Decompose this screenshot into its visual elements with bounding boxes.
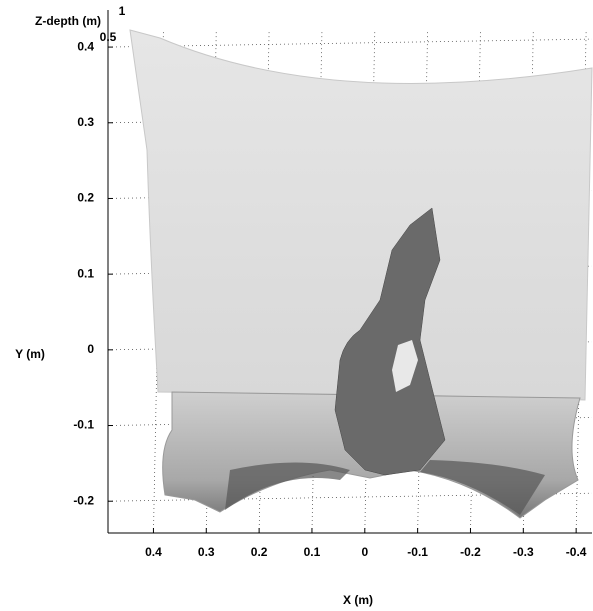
y-tick-label: 0.1: [77, 266, 94, 280]
y-tick-label: 0.4: [77, 39, 94, 53]
x-tick-label: -0.4: [566, 545, 587, 559]
y-tick-label: -0.2: [73, 493, 94, 507]
y-tick-label: -0.1: [73, 418, 94, 432]
chart: Z-depth (m) Y (m) X (m) 0.4 0.3 0.2 0.1 0 -0.…: [0, 0, 593, 611]
x-tick-label: 0: [361, 545, 368, 559]
x-tick-label: 0.4: [145, 545, 162, 559]
x-tick-label: 0.1: [304, 545, 321, 559]
z-tick-label: 0.5: [100, 30, 117, 44]
x-tick-label: -0.3: [513, 545, 534, 559]
surface: [130, 30, 592, 518]
x-tick-label: 0.3: [198, 545, 215, 559]
x-tick-label: 0.2: [251, 545, 268, 559]
y-axis-label: Y (m): [15, 347, 45, 361]
x-tick-label: -0.1: [407, 545, 428, 559]
x-tick-label: -0.2: [460, 545, 481, 559]
z-axis-label: Z-depth (m): [35, 14, 101, 28]
y-tick-label: 0.3: [77, 115, 94, 129]
x-axis-label: X (m): [343, 593, 373, 607]
y-tick-label: 0: [87, 342, 94, 356]
y-tick-label: 0.2: [77, 191, 94, 205]
z-tick-label: 1: [119, 4, 126, 18]
